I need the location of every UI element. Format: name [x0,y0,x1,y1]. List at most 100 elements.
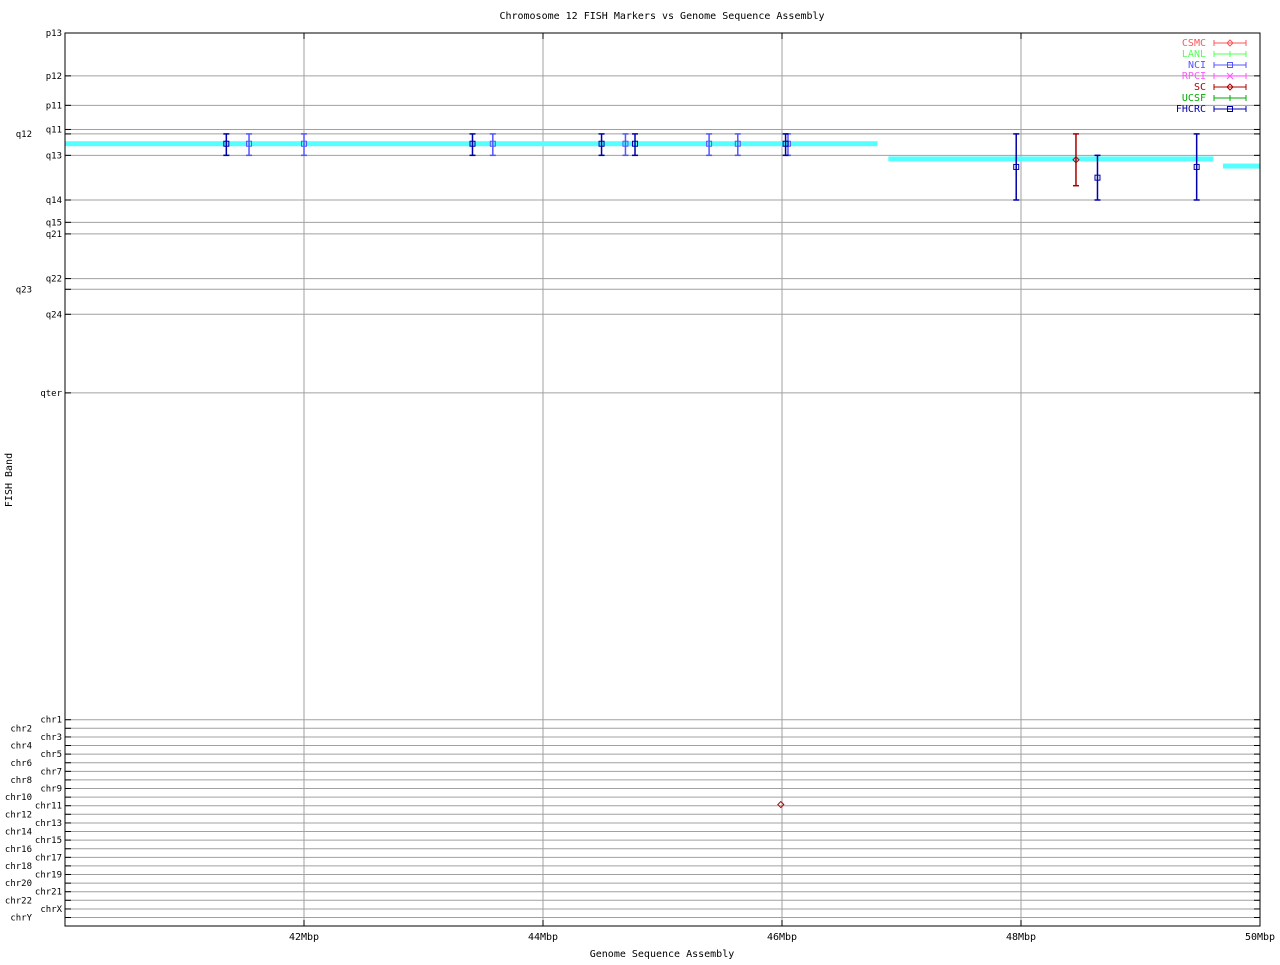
legend-marker [1227,51,1233,57]
data-point-fhcrc [782,133,789,157]
y-tick-label: chr15 [35,836,62,846]
y-tick-label: chr20 [5,879,32,889]
y-tick-label: chr10 [5,793,32,803]
data-marker [622,140,629,147]
x-tick-label: 50Mbp [1245,932,1275,943]
data-marker [1193,163,1200,170]
data-marker [1072,156,1080,164]
legend-item-nci: NCI [1188,60,1247,71]
data-point-sc [1072,133,1080,187]
y-tick-label: chr3 [40,733,62,743]
legend-item-fhcrc: FHCRC [1176,104,1247,115]
data-marker [489,140,496,147]
y-tick-label: chr13 [35,819,62,829]
y-tick-label: chr17 [35,853,62,863]
legend-item-sc: SC [1194,82,1247,93]
legend-label: RPCI [1182,71,1206,82]
legend-item-rpci: RPCI [1182,71,1247,82]
data-marker [734,140,741,147]
data-marker [598,140,605,147]
y-axis-label: FISH Band [4,453,15,507]
data-marker [782,140,789,147]
y-tick-label: q14 [46,196,62,206]
axis-ticks: 42Mbp 44Mbp 46Mbp 48Mbp 50Mbp p13 p12 p11 q11 q12… [5,29,1275,943]
x-tick-label: 42Mbp [289,932,319,943]
data-marker [469,140,476,147]
data-point-fhcrc [223,133,230,157]
legend-label: NCI [1188,60,1206,71]
chart-title: Chromosome 12 FISH Markers vs Genome Seq… [499,11,824,22]
legend-label: FHCRC [1176,104,1206,115]
legend-marker [1226,39,1234,47]
y-tick-label: chr18 [5,862,32,872]
legend-label: LANL [1182,49,1206,60]
data-marker [632,140,639,147]
data-point-fhcrc [632,133,639,157]
legend-item-csmc: CSMC [1182,38,1247,49]
y-tick-label: chr9 [40,784,62,794]
legend-item-lanl: LANL [1182,49,1247,60]
y-tick-label: q22 [46,275,62,285]
y-tick-label: chr12 [5,810,32,820]
data-point-fhcrc [1013,133,1020,201]
plot-frame [64,32,1261,927]
assembly-band-segment [1222,163,1260,169]
x-axis-label: Genome Sequence Assembly [590,949,735,960]
legend-item-ucsf: UCSF [1182,93,1247,104]
data-point-nci [734,133,741,157]
data-point-fhcrc [469,133,476,157]
legend-marker [1226,72,1234,80]
y-tick-label: chr5 [40,750,62,760]
data-markers [223,133,1200,809]
grid-lines [65,33,1260,926]
y-tick-label: chrY [10,914,32,924]
legend-marker [1227,95,1233,101]
data-point-fhcrc [1193,133,1200,201]
y-tick-label: chr7 [40,767,62,777]
assembly-band-segment [65,141,878,147]
data-marker [223,140,230,147]
y-tick-label: chr2 [10,724,32,734]
y-tick-label: chr4 [10,742,32,752]
data-marker [1013,163,1020,170]
y-tick-label: q24 [46,310,62,320]
y-tick-label: q12 [16,130,32,140]
data-marker [777,800,785,809]
y-tick-label: chr1 [40,716,62,726]
y-tick-label: chr19 [35,870,62,880]
legend-marker [1227,106,1233,112]
data-marker [246,140,253,147]
legend-label: CSMC [1182,38,1206,49]
data-point-nci [706,133,713,157]
data-point-nci [301,133,307,157]
y-tick-label: q13 [46,151,62,161]
assembly-bands [65,141,1260,169]
y-tick-label: p12 [46,72,62,82]
y-tick-label: q15 [46,218,62,228]
y-tick-label: chr16 [5,845,32,855]
data-point-nci [246,133,253,157]
y-tick-label: chr21 [35,888,62,898]
x-tick-label: 48Mbp [1006,932,1036,943]
y-tick-label: chrX [40,905,62,915]
legend-marker [1226,83,1234,91]
data-marker [301,140,307,147]
y-tick-label: chr22 [5,896,32,906]
y-tick-label: q11 [46,125,62,135]
data-marker [1094,174,1101,181]
y-tick-label: chr11 [35,802,62,812]
data-point-fhcrc [1094,154,1101,201]
y-tick-label: chr8 [10,776,32,786]
legend-label: SC [1194,82,1206,93]
legend-marker [1227,62,1233,68]
x-tick-label: 46Mbp [767,932,797,943]
y-tick-label: qter [40,389,62,399]
legend-label: UCSF [1182,93,1206,104]
data-marker [706,140,713,147]
y-tick-label: p13 [46,29,62,39]
y-tick-label: chr6 [10,759,32,769]
y-tick-label: chr14 [5,828,32,838]
